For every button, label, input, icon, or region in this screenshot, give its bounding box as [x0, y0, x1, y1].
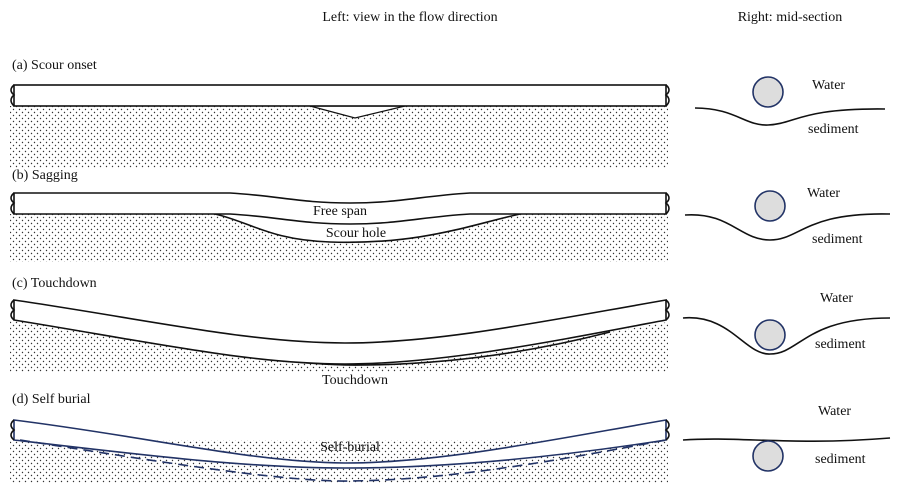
annotation: Touchdown	[322, 373, 388, 388]
annotation: Scour hole	[326, 226, 386, 241]
pipe-section	[755, 320, 785, 350]
panel-label: (c) Touchdown	[12, 276, 97, 291]
panel-label: (b) Sagging	[12, 168, 78, 183]
water-label: Water	[807, 186, 840, 201]
diagram: Left: view in the flow direction Right: …	[0, 0, 906, 483]
panel-label: (d) Self burial	[12, 392, 91, 407]
water-label: Water	[820, 291, 853, 306]
sediment-label: sediment	[815, 337, 866, 352]
header-right: Right: mid-section	[738, 10, 843, 25]
seabed	[683, 438, 890, 441]
pipe-section	[753, 441, 783, 471]
pipe	[14, 85, 666, 106]
water-label: Water	[812, 78, 845, 93]
sediment-label: sediment	[812, 232, 863, 247]
water-label: Water	[818, 404, 851, 419]
sediment	[10, 106, 668, 168]
panel-label: (a) Scour onset	[12, 58, 97, 73]
header-left: Left: view in the flow direction	[322, 10, 497, 25]
pipe-section	[753, 77, 783, 107]
sediment-label: sediment	[808, 122, 859, 137]
sediment-label: sediment	[815, 452, 866, 467]
pipe-section	[755, 191, 785, 221]
annotation: Self-burial	[320, 440, 380, 455]
annotation: Free span	[313, 204, 367, 219]
